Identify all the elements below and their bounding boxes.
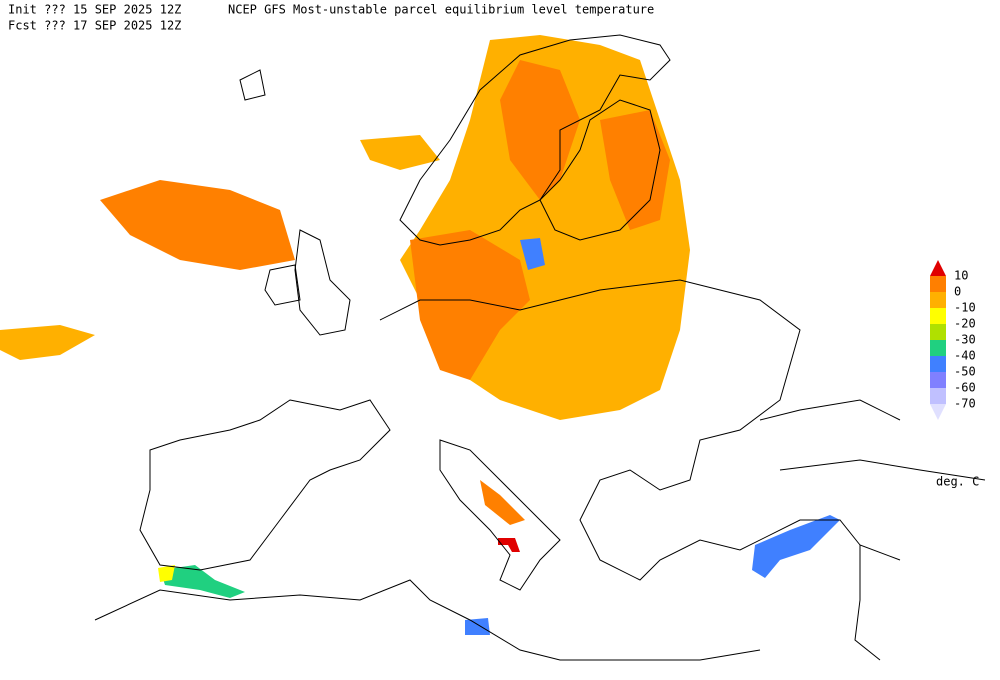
legend-label: -50: [954, 365, 976, 379]
legend-band: [930, 308, 946, 324]
legend-label: -10: [954, 301, 976, 315]
legend-band: [930, 324, 946, 340]
legend-label: -30: [954, 333, 976, 347]
legend-band: [930, 276, 946, 292]
color-legend: deg. C 10 0 -10 -20 -30 -40 -50 -60 -70: [930, 260, 979, 489]
coastlines: [94, 34, 986, 661]
legend-label: 10: [954, 269, 968, 283]
legend-arrow-bottom: [930, 404, 946, 420]
legend-label: -20: [954, 317, 976, 331]
legend-label: 0: [954, 285, 961, 299]
legend-label: -70: [954, 397, 976, 411]
legend-label: -60: [954, 381, 976, 395]
fcst-line: Fcst ??? 17 SEP 2025 12Z: [8, 19, 181, 33]
legend-band: [930, 340, 946, 356]
legend-band: [930, 388, 946, 404]
legend-band: [930, 292, 946, 308]
legend-band: [930, 356, 946, 372]
legend-unit: deg. C: [936, 475, 979, 489]
init-line: Init ??? 15 SEP 2025 12Z: [8, 3, 181, 17]
field-patches: [0, 35, 840, 635]
legend-label: -40: [954, 349, 976, 363]
legend-arrow-top: [930, 260, 946, 276]
map-title: NCEP GFS Most-unstable parcel equilibriu…: [228, 3, 654, 17]
legend-band: [930, 372, 946, 388]
